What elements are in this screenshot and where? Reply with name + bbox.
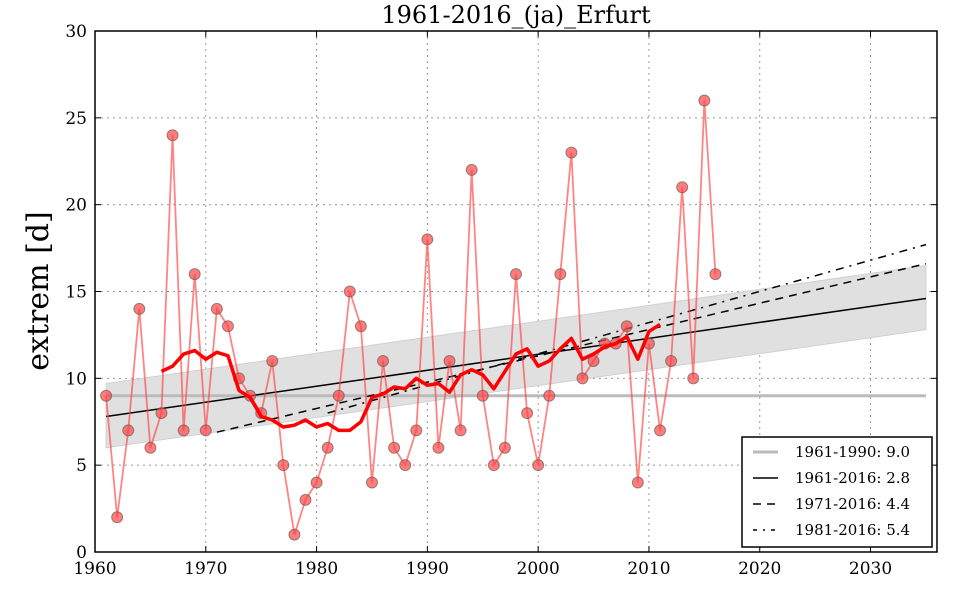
observation-point	[487, 459, 500, 472]
observation-point	[365, 476, 378, 489]
y-tick-label: 15	[65, 283, 87, 303]
observation-point	[299, 493, 312, 506]
observation-point	[188, 268, 201, 281]
trend-line-1961-2016	[105, 297, 927, 418]
observation-point	[288, 528, 301, 541]
observation-point	[177, 424, 190, 437]
x-tick-label: 2010	[627, 559, 670, 579]
x-tick-label: 1980	[295, 559, 338, 579]
observation-point	[709, 268, 722, 281]
observation-point	[410, 424, 423, 437]
y-tick-label: 5	[76, 456, 87, 476]
observation-point	[332, 389, 345, 402]
observation-point	[210, 302, 223, 315]
observation-point	[476, 389, 489, 402]
observation-point	[166, 129, 179, 142]
observation-point	[277, 459, 290, 472]
y-tick-label: 30	[65, 22, 87, 42]
y-tick-label: 0	[76, 543, 87, 563]
observation-point	[465, 163, 478, 176]
observation-point	[532, 459, 545, 472]
x-tick-label: 2000	[517, 559, 560, 579]
observation-point	[654, 424, 667, 437]
observation-point	[100, 389, 113, 402]
x-tick-label: 2020	[738, 559, 781, 579]
chart-title: 1961-2016_(ja)_Erfurt	[381, 1, 651, 29]
legend-label: 1961-1990: 9.0	[795, 443, 910, 461]
observation-point	[698, 94, 711, 107]
observation-point	[620, 320, 633, 333]
y-tick-label: 25	[65, 109, 87, 129]
x-tick-label: 2030	[849, 559, 892, 579]
observation-point	[576, 372, 589, 385]
trend-line-1971-2016	[216, 262, 927, 433]
observation-point	[421, 233, 434, 246]
legend-label: 1971-2016: 4.4	[795, 495, 910, 513]
observation-point	[399, 459, 412, 472]
observation-point	[565, 146, 578, 159]
observation-point	[343, 285, 356, 298]
observation-point	[354, 320, 367, 333]
observation-point	[521, 407, 534, 420]
x-axis: 1960 1970 1980 1990 2000 2010 2020 2030	[73, 31, 892, 579]
observation-point	[111, 511, 124, 524]
y-tick-label: 10	[65, 369, 87, 389]
observation-point	[133, 302, 146, 315]
observation-point	[665, 354, 678, 367]
x-tick-label: 1970	[184, 559, 227, 579]
observation-point	[122, 424, 135, 437]
observation-point	[676, 181, 689, 194]
y-axis: 0 5 10 15 20 25 30	[65, 22, 937, 563]
x-tick-label: 1990	[406, 559, 449, 579]
observation-point	[443, 354, 456, 367]
legend: 1961-1990: 9.0 1961-2016: 2.8 1971-2016: 4…	[741, 436, 933, 548]
y-tick-label: 20	[65, 196, 87, 216]
observation-point	[266, 354, 279, 367]
observation-point	[631, 476, 644, 489]
observation-point	[498, 441, 511, 454]
observation-point	[199, 424, 212, 437]
observation-series	[100, 94, 722, 541]
observation-point	[510, 268, 522, 281]
legend-label: 1961-2016: 2.8	[795, 469, 910, 487]
observation-point	[144, 441, 157, 454]
observation-point	[554, 268, 567, 281]
observation-point	[388, 441, 401, 454]
observation-point	[310, 476, 323, 489]
legend-box	[741, 436, 933, 548]
observation-point	[432, 441, 445, 454]
observation-point	[543, 389, 556, 402]
observation-point	[155, 407, 168, 420]
observation-point	[321, 441, 334, 454]
observation-point	[377, 354, 390, 367]
observation-point	[221, 320, 234, 333]
legend-label: 1981-2016: 5.4	[795, 521, 910, 539]
y-axis-label: extrem [d]	[21, 211, 56, 370]
observation-point	[454, 424, 467, 437]
moving-average-series	[160, 323, 661, 433]
observation-point	[687, 372, 700, 385]
x-tick-label: 1960	[73, 559, 116, 579]
moving-average-line	[160, 323, 661, 433]
